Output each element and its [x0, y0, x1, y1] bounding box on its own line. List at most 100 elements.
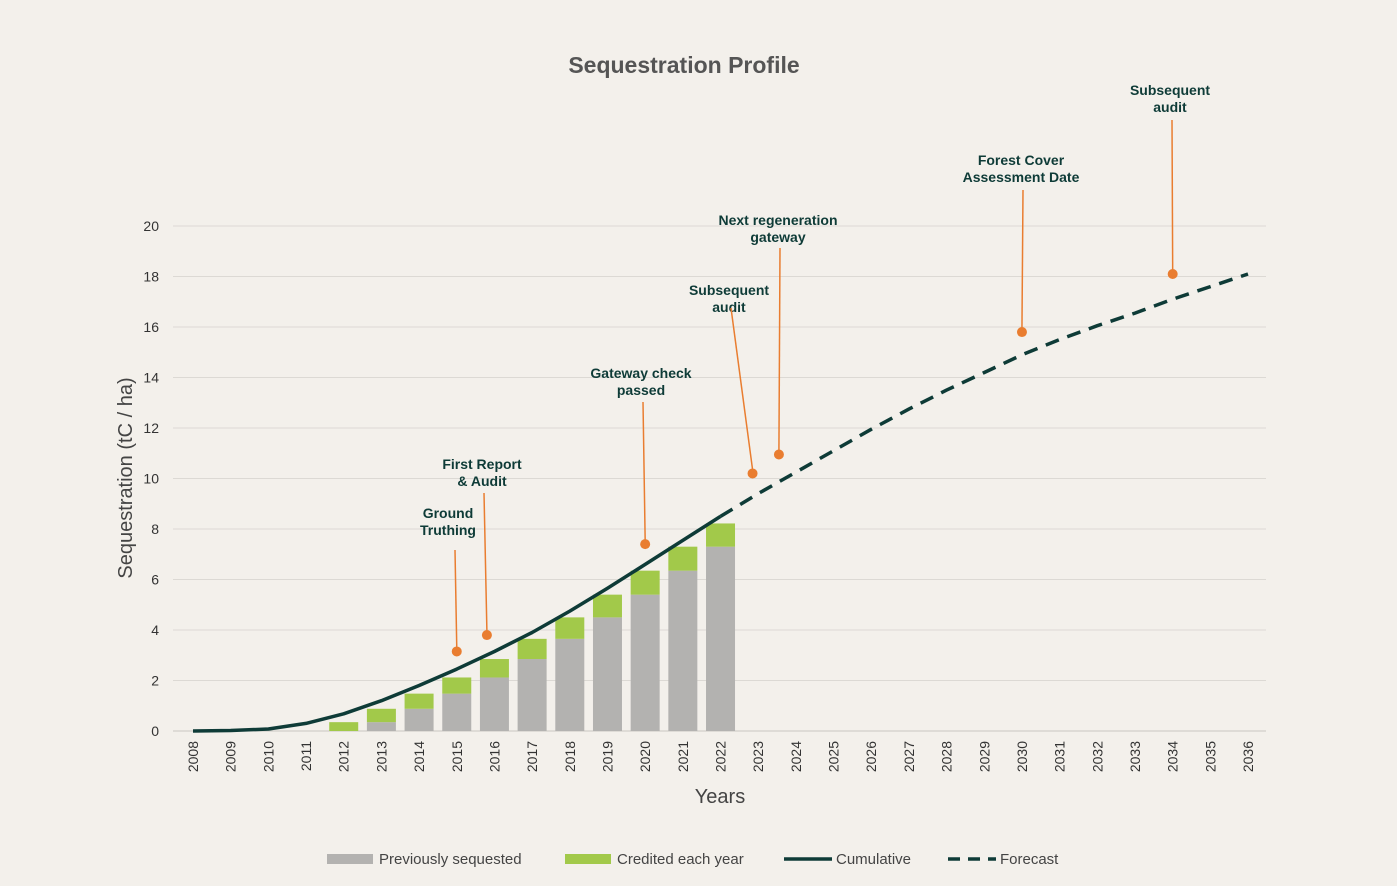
x-tick-label: 2036: [1240, 741, 1256, 772]
annotation-label: Ground: [423, 505, 474, 521]
x-tick-label: 2021: [675, 741, 691, 772]
x-tick-label: 2030: [1014, 741, 1030, 772]
bar-segment: [404, 693, 434, 709]
x-tick-label: 2010: [260, 741, 276, 772]
x-tick-label: 2020: [637, 741, 653, 772]
x-tick-label: 2012: [336, 741, 352, 772]
legend: Previously sequested Credited each year Cu…: [327, 851, 1059, 868]
bar-segment: [630, 594, 660, 731]
x-tick-label: 2018: [562, 741, 578, 772]
y-tick-label: 18: [143, 269, 159, 285]
bar-segment: [517, 659, 547, 731]
bar-segment: [366, 722, 396, 731]
annotation-marker: [773, 449, 784, 460]
bar-segment: [555, 617, 585, 639]
annotation-label: Truthing: [420, 522, 476, 538]
x-tick-label: 2029: [976, 741, 992, 772]
x-tick-label: 2033: [1127, 741, 1143, 772]
x-tick-label: 2008: [185, 741, 201, 772]
annotation-label: Assessment Date: [963, 169, 1080, 185]
x-tick-label: 2022: [713, 741, 729, 772]
annotation-marker: [640, 539, 651, 550]
y-tick-label: 8: [151, 521, 159, 537]
legend-label: Credited each year: [617, 851, 744, 868]
x-tick-label: 2026: [863, 741, 879, 772]
x-axis-label: Years: [695, 786, 745, 808]
annotation-marker: [747, 468, 758, 479]
annotation-label: gateway: [750, 229, 805, 245]
x-tick-labels: 2008 2009 2010 2011 2012 2013 2014 2015 2016 2017…: [185, 741, 1256, 772]
cumulative-line: [192, 514, 722, 733]
annotation-label: First Report: [442, 456, 522, 472]
annotation-label: Gateway check: [590, 365, 691, 381]
x-tick-label: 2011: [298, 741, 314, 771]
x-tick-label: 2014: [411, 741, 427, 772]
annotation-label: Next regeneration: [718, 212, 837, 228]
bar-segment: [479, 677, 509, 731]
bars: [329, 523, 736, 731]
annotation-marker: [1016, 327, 1027, 338]
annotation-marker: [481, 630, 492, 641]
bar-segment: [404, 708, 434, 731]
annotation-label: & Audit: [457, 473, 507, 489]
annotation-leader: [1021, 189, 1024, 329]
annotation-label: Forest Cover: [978, 152, 1065, 168]
bar-segment: [668, 546, 698, 571]
legend-swatch: [327, 854, 373, 864]
bar-segment: [668, 570, 698, 731]
y-tick-label: 2: [151, 673, 159, 689]
annotation-leader: [454, 549, 458, 648]
x-tick-label: 2024: [788, 741, 804, 772]
y-tick-label: 10: [143, 471, 159, 487]
y-axis-label: Sequestration (tC / ha): [115, 377, 137, 578]
annotation-label: passed: [617, 382, 665, 398]
annotation-marker: [451, 646, 462, 657]
x-tick-label: 2017: [524, 741, 540, 772]
y-tick-labels: 0 2 4 6 8 10 12 14 16 18 20: [143, 218, 159, 739]
annotation-label: audit: [1153, 99, 1187, 115]
bar-segment: [706, 523, 736, 547]
annotation-label: Subsequent: [689, 282, 769, 298]
y-tick-label: 20: [143, 218, 159, 234]
annotation-label: audit: [712, 299, 746, 315]
legend-label: Cumulative: [836, 851, 911, 868]
x-tick-label: 2032: [1089, 741, 1105, 772]
x-tick-label: 2025: [826, 741, 842, 772]
bar-segment: [706, 546, 736, 731]
legend-swatch: [565, 854, 611, 864]
annotation-leader: [730, 307, 754, 470]
y-tick-label: 16: [143, 319, 159, 335]
x-tick-label: 2023: [750, 741, 766, 772]
annotation-marker: [1167, 268, 1178, 279]
x-tick-label: 2009: [223, 741, 239, 772]
bar-segment: [442, 677, 472, 694]
legend-label: Forecast: [1000, 851, 1059, 868]
x-tick-label: 2016: [486, 741, 502, 772]
bar-segment: [630, 570, 660, 595]
y-tick-label: 14: [143, 370, 159, 386]
bar-segment: [517, 638, 547, 660]
x-tick-label: 2035: [1202, 741, 1218, 772]
chart-title: Sequestration Profile: [568, 52, 799, 78]
annotation-leader: [483, 492, 488, 632]
x-tick-label: 2028: [939, 741, 955, 772]
y-tick-label: 4: [151, 622, 159, 638]
bar-segment: [442, 693, 472, 731]
x-tick-label: 2019: [599, 741, 615, 772]
annotation-leader: [1171, 119, 1174, 270]
y-tick-label: 6: [151, 572, 159, 588]
bar-segment: [592, 617, 622, 731]
annotation-leader: [778, 247, 781, 451]
lines: [192, 272, 1249, 733]
bar-segment: [592, 594, 622, 618]
forecast-line: [719, 272, 1249, 518]
x-tick-label: 2027: [901, 741, 917, 772]
x-tick-label: 2031: [1052, 741, 1068, 772]
legend-label: Previously sequested: [379, 851, 522, 868]
bar-segment: [479, 659, 509, 678]
x-tick-label: 2034: [1165, 741, 1181, 772]
annotation-leader: [642, 401, 646, 541]
y-tick-label: 0: [151, 723, 159, 739]
